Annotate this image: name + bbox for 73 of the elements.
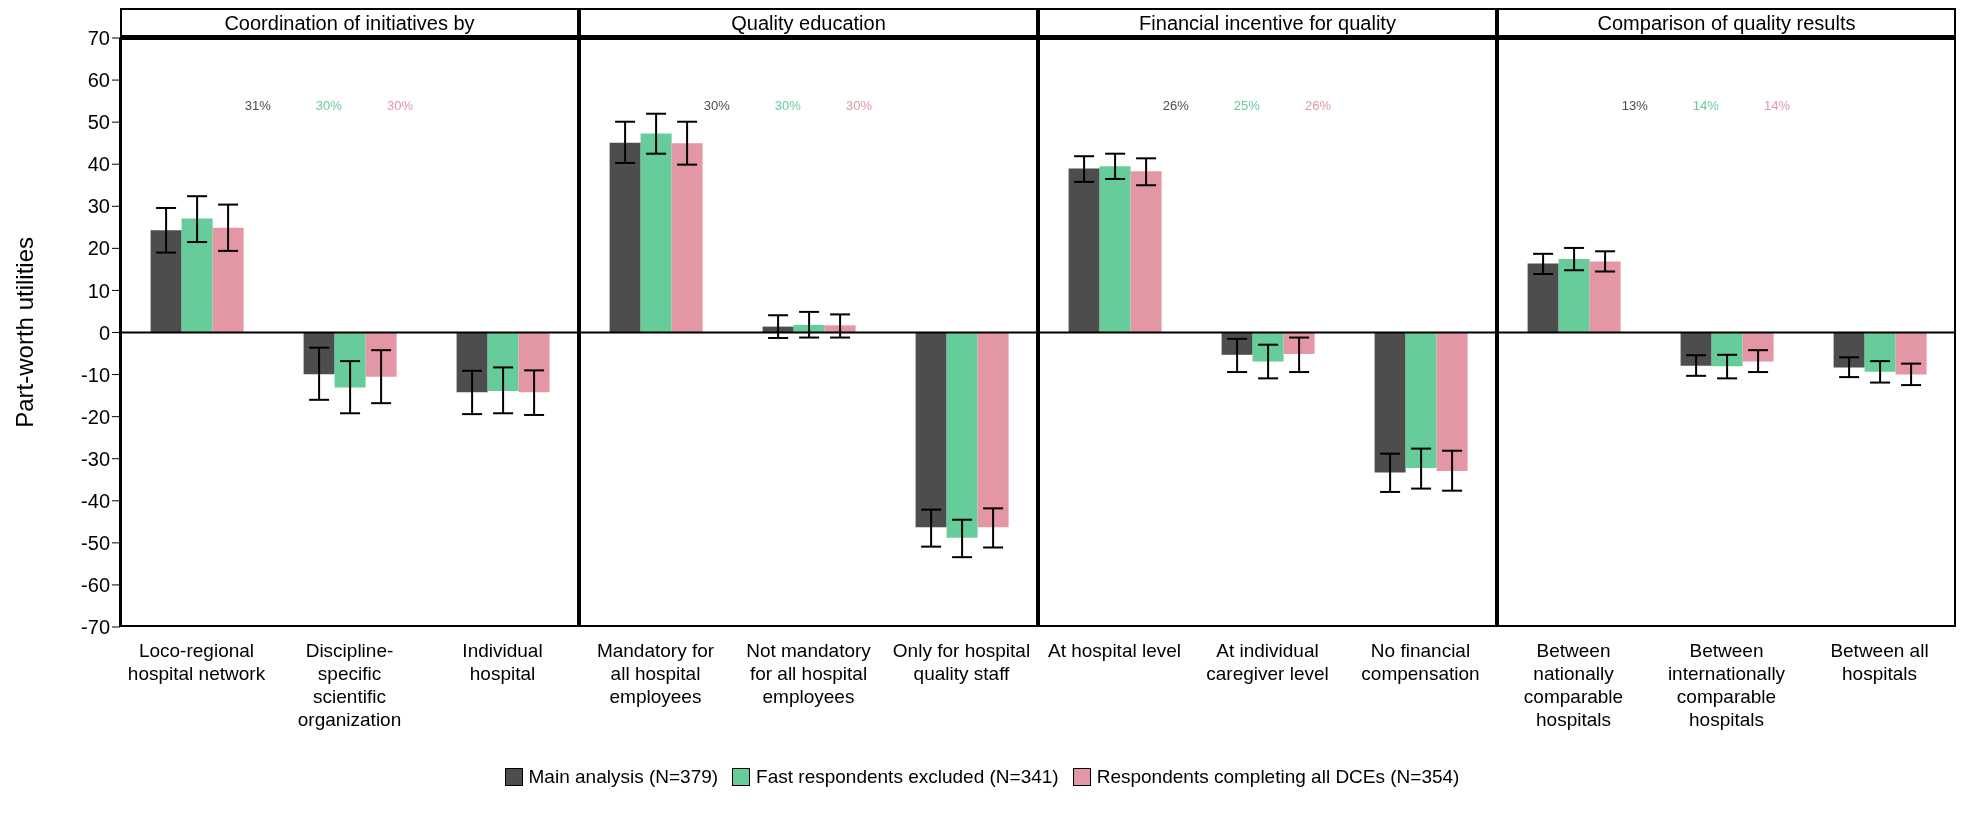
bar [671, 143, 703, 333]
annotation: 13% [1621, 98, 1648, 113]
bar [1436, 332, 1468, 471]
x-tick-label: Individual hospital [461, 639, 544, 685]
annotation: 14% [1763, 98, 1790, 113]
y-tick-label: -20 [81, 405, 110, 428]
y-tick-label: -60 [81, 574, 110, 597]
y-tick-label: 30 [87, 195, 110, 218]
bar [1527, 263, 1559, 333]
bar [518, 332, 550, 393]
chart-title: Comparison of quality results [1497, 8, 1956, 38]
annotation: 31% [244, 98, 271, 113]
y-tick-label: -10 [81, 363, 110, 386]
bar [1405, 332, 1437, 468]
bar [609, 142, 641, 333]
chart-title: Financial incentive for quality [1038, 8, 1497, 38]
bar [977, 332, 1009, 528]
legend-label: Respondents completing all DCEs (N=354) [1095, 766, 1460, 788]
bar [1374, 332, 1406, 473]
x-tick-label: Only for hospital quality staff [891, 639, 1032, 685]
bar [303, 332, 335, 375]
annotation: 14% [1692, 98, 1719, 113]
y-tick-label: 40 [87, 153, 110, 176]
bar [1068, 168, 1100, 333]
bar [150, 230, 182, 333]
y-tick-label: 50 [87, 111, 110, 134]
bar [334, 332, 366, 388]
y-tick-label: 10 [87, 279, 110, 302]
bar [1130, 171, 1162, 333]
bar [1864, 332, 1896, 372]
annotation: 30% [703, 98, 730, 113]
bar [212, 227, 244, 333]
y-tick-label: 20 [87, 237, 110, 260]
annotation: 26% [1304, 98, 1331, 113]
bar [1099, 166, 1131, 333]
annotation: 30% [774, 98, 801, 113]
chart-title: Quality education [579, 8, 1038, 38]
legend-label: Main analysis (N=379) [527, 766, 719, 788]
chart-title: Coordination of initiatives by [120, 8, 579, 38]
bar [487, 332, 519, 391]
y-axis-title: Part-worth utilities [11, 237, 39, 428]
y-tick-label: -70 [81, 616, 110, 639]
x-tick-label: Discipline-specific scientific organization [296, 639, 403, 731]
legend-label: Fast respondents excluded (N=341) [755, 766, 1059, 788]
x-tick-label: At hospital level [1046, 639, 1183, 662]
bar [365, 332, 397, 377]
x-tick-label: At individual caregiver level [1205, 639, 1330, 685]
y-tick-label: -40 [81, 489, 110, 512]
x-tick-label: No financial compensation [1360, 639, 1481, 685]
x-tick-label: Between nationally comparable hospitals [1522, 639, 1625, 731]
bar [181, 218, 213, 333]
x-tick-label: Between internationally comparable hospitals [1666, 639, 1787, 731]
bar [1895, 332, 1927, 375]
y-tick-label: 0 [98, 321, 110, 344]
x-tick-label: Not mandatory for all hospital employees [745, 639, 872, 708]
annotation: 30% [386, 98, 413, 113]
bar [1589, 261, 1621, 333]
annotation: 30% [315, 98, 342, 113]
y-tick-label: 60 [87, 69, 110, 92]
x-tick-label: Loco-regional hospital network [126, 639, 267, 685]
annotation: 26% [1162, 98, 1189, 113]
y-tick-label: -30 [81, 447, 110, 470]
x-tick-label: Between all hospitals [1829, 639, 1930, 685]
y-tick-label: 70 [87, 27, 110, 50]
annotation: 25% [1233, 98, 1260, 113]
annotation: 30% [845, 98, 872, 113]
bar [456, 332, 488, 393]
bar [946, 332, 978, 538]
bar [1558, 258, 1590, 333]
bar [640, 133, 672, 333]
x-tick-label: Mandatory for all hospital employees [595, 639, 716, 708]
y-tick-label: -50 [81, 531, 110, 554]
bar [915, 332, 947, 528]
